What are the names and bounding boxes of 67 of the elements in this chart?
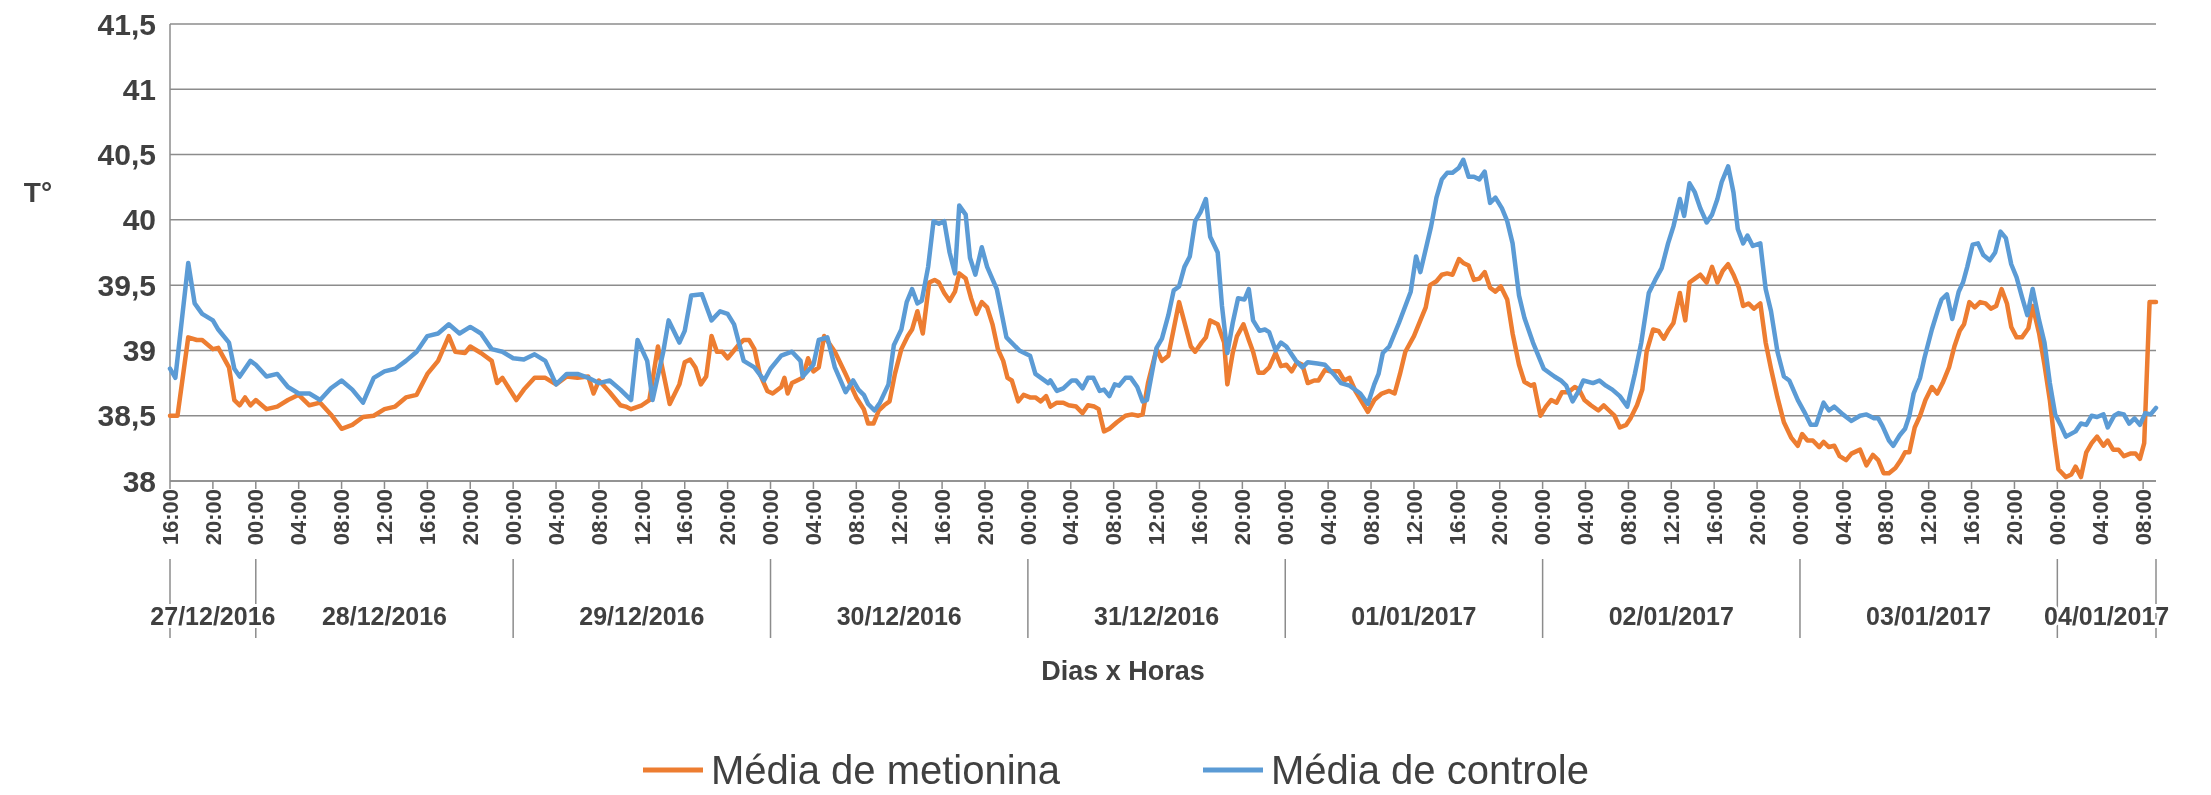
x-tick-label: 20:00: [1230, 489, 1256, 546]
x-tick-label: 20:00: [457, 489, 483, 546]
x-tick-label: 04:00: [1830, 489, 1856, 546]
x-tick-label: 12:00: [1916, 489, 1942, 546]
x-tick-label: 16:00: [1959, 489, 1985, 546]
y-tick-label: 39: [122, 333, 156, 367]
x-tick-label: 12:00: [886, 489, 912, 546]
x-tick-label: 16:00: [929, 489, 955, 546]
x-tick-label: 20:00: [972, 489, 998, 546]
x-tick-label: 00:00: [500, 489, 526, 546]
y-tick-label: 39,5: [97, 268, 156, 302]
text: 02/01/2017: [1608, 602, 1734, 630]
x-tick-label: 16:00: [1701, 489, 1727, 546]
x-tick-label: 00:00: [2045, 489, 2071, 546]
text: 30/12/2016: [836, 602, 962, 630]
x-tick-label: 00:00: [1530, 489, 1556, 546]
x-tick-label: 20:00: [2002, 489, 2028, 546]
x-tick-label: 04:00: [2087, 489, 2113, 546]
text: 31/12/2016: [1094, 602, 1220, 630]
y-axis-title: T°: [23, 177, 53, 209]
x-tick-label: 00:00: [1787, 489, 1813, 546]
x-tick-label: 04:00: [1315, 489, 1341, 546]
x-tick-label: 16:00: [1187, 489, 1213, 546]
legend-label: Média de metionina: [711, 748, 1061, 792]
x-tick-label: 20:00: [1487, 489, 1513, 546]
x-tick-label: 08:00: [1101, 489, 1127, 546]
x-tick-label: 00:00: [1015, 489, 1041, 546]
x-tick-label: 08:00: [844, 489, 870, 546]
x-tick-label: 12:00: [1659, 489, 1684, 546]
x-tick-label: 00:00: [1272, 489, 1298, 546]
text: 28/12/2016: [321, 602, 448, 630]
x-tick-label: 16:00: [157, 489, 183, 546]
legend-label: Média de controle: [1271, 748, 1589, 792]
x-tick-label: 12:00: [1144, 489, 1170, 546]
x-tick-label: 00:00: [243, 489, 269, 546]
x-tick-label: 08:00: [2130, 489, 2156, 546]
text: 01/01/2017: [1351, 602, 1477, 630]
x-tick-label: 12:00: [372, 489, 398, 546]
x-tick-label: 04:00: [1058, 489, 1084, 546]
x-tick-label: 00:00: [758, 489, 784, 546]
y-tick-label: 40,5: [97, 138, 156, 172]
text: 03/01/2017: [1866, 602, 1992, 630]
x-tick-label: 08:00: [586, 489, 612, 546]
x-tick-label: 08:00: [1358, 489, 1384, 546]
y-tick-label: 40: [122, 203, 156, 237]
x-tick-label: 04:00: [286, 489, 312, 546]
y-tick-label: 41: [122, 72, 156, 106]
x-tick-label: 04:00: [801, 489, 827, 546]
x-tick-label: 04:00: [1573, 489, 1599, 546]
x-tick-label: 08:00: [1873, 489, 1899, 546]
text: 29/12/2016: [579, 602, 705, 630]
x-tick-label: 20:00: [715, 489, 741, 546]
x-tick-label: 12:00: [629, 489, 655, 546]
x-tick-label: 20:00: [1744, 489, 1770, 546]
y-tick-label: 38: [122, 464, 156, 498]
line-series: [167, 157, 2159, 448]
x-tick-label: 16:00: [415, 489, 441, 546]
x-tick-label: 16:00: [672, 489, 698, 546]
x-tick-label: 08:00: [1616, 489, 1642, 546]
x-axis-title: Dias x Horas: [1041, 656, 1205, 686]
x-tick-label: 04:00: [543, 489, 569, 546]
y-tick-label: 41,5: [97, 7, 156, 41]
x-tick-label: 08:00: [329, 489, 355, 546]
x-tick-label: 12:00: [1401, 489, 1427, 546]
x-tick-label: 20:00: [200, 489, 226, 546]
x-tick-label: 16:00: [1444, 489, 1470, 546]
y-tick-label: 38,5: [97, 399, 156, 433]
